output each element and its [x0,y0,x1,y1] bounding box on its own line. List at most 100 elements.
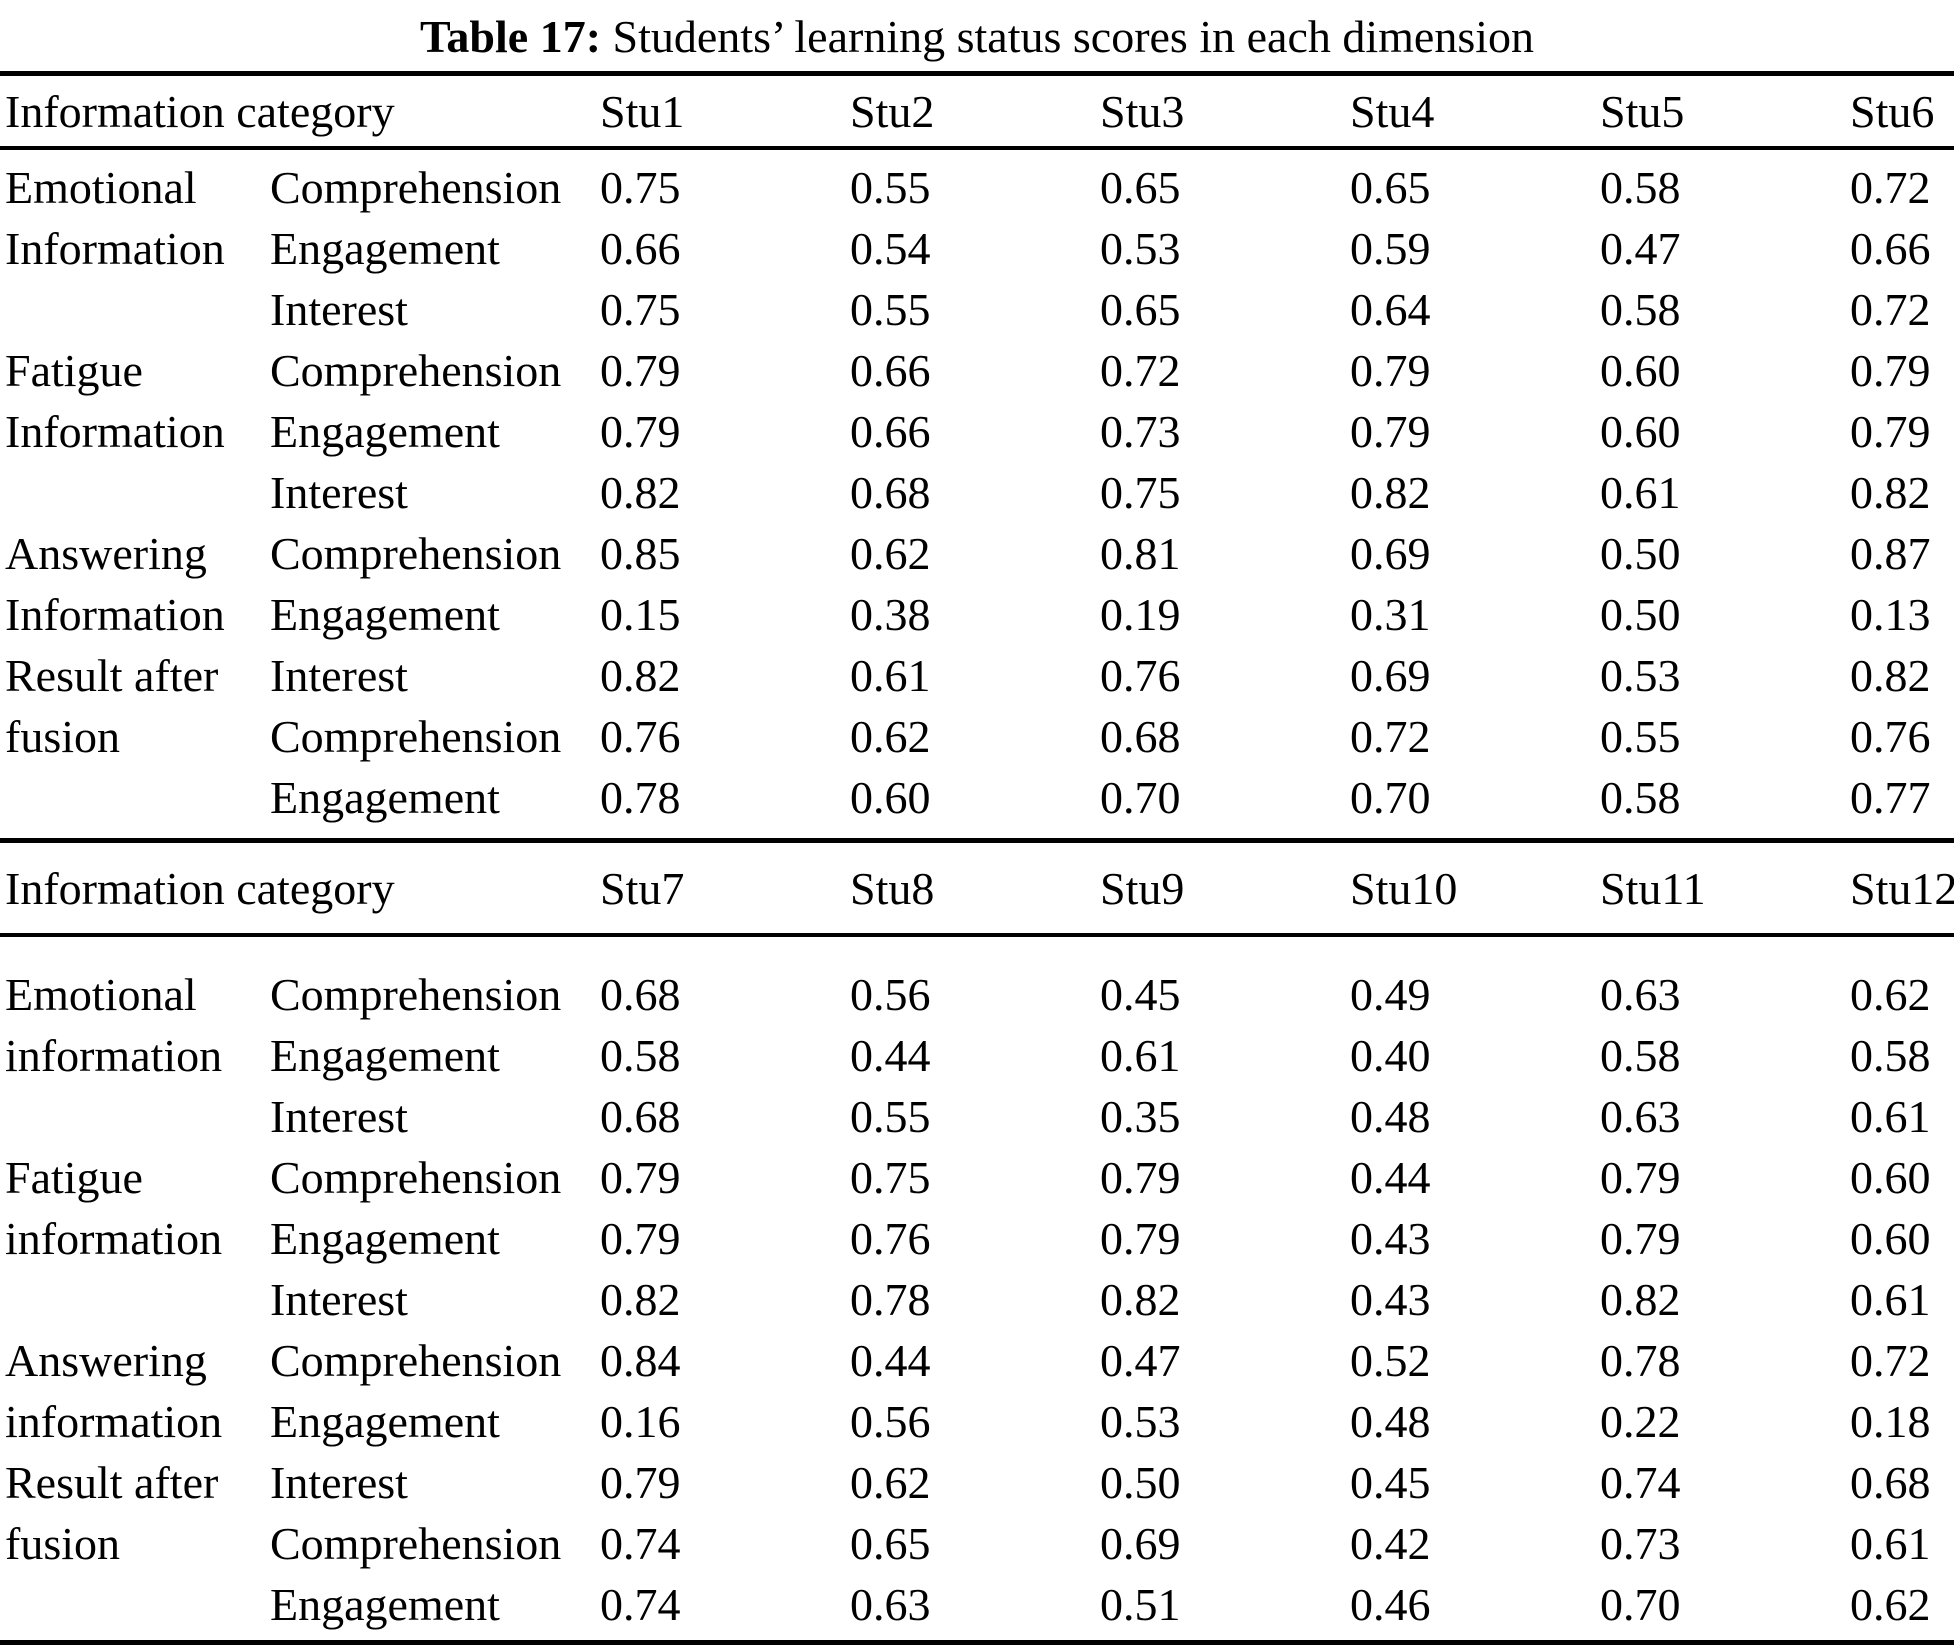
score-cell: 0.78 [850,1274,931,1325]
row-metric-label: Comprehension [270,528,562,579]
row-metric-label: Engagement [270,1579,500,1630]
score-cell: 0.87 [1850,528,1931,579]
score-cell: 0.70 [1600,1579,1681,1630]
score-cell: 0.79 [1100,1213,1181,1264]
score-cell: 0.76 [850,1213,931,1264]
row-metric-label: Comprehension [270,1518,562,1569]
score-cell: 0.35 [1100,1091,1181,1142]
score-cell: 0.79 [1850,406,1931,457]
table-row: Interest 0.68 0.55 0.35 0.48 0.63 0.61 [0,1086,1954,1147]
column-header-stu2: Stu2 [850,85,935,137]
row-group-label: information [5,1396,223,1447]
score-cell: 0.75 [600,284,681,335]
score-cell: 0.19 [1100,589,1181,640]
score-cell: 0.85 [600,528,681,579]
score-cell: 0.79 [1350,345,1431,396]
score-cell: 0.58 [1600,162,1681,213]
table-row: Emotional Comprehension 0.68 0.56 0.45 0.49 0.… [0,964,1954,1025]
table-row: information Engagement 0.79 0.76 0.79 0.43 0.7… [0,1208,1954,1269]
column-header-stu8: Stu8 [850,862,935,914]
row-group-label: Emotional [5,162,197,213]
score-cell: 0.54 [850,223,931,274]
row-group-label: Information [5,406,225,457]
score-cell: 0.16 [600,1396,681,1447]
score-cell: 0.55 [1600,711,1681,762]
table-body: Information category Stu1 Stu2 Stu3 Stu4 Stu5… [0,76,1954,1645]
score-cell: 0.82 [1600,1274,1681,1325]
score-cell: 0.31 [1350,589,1431,640]
score-cell: 0.60 [1600,345,1681,396]
score-cell: 0.60 [850,772,931,823]
column-header-category: Information category [5,862,395,914]
score-cell: 0.79 [600,1457,681,1508]
score-cell: 0.74 [600,1579,681,1630]
score-cell: 0.60 [1850,1152,1931,1203]
score-cell: 0.13 [1850,589,1931,640]
table-row: Information Engagement 0.66 0.54 0.53 0.59 0.4… [0,218,1954,279]
score-cell: 0.79 [1100,1152,1181,1203]
row-metric-label: Interest [270,1274,408,1325]
score-cell: 0.65 [1350,162,1431,213]
score-cell: 0.62 [1850,1579,1931,1630]
score-cell: 0.76 [600,711,681,762]
score-cell: 0.66 [850,406,931,457]
score-cell: 0.76 [1100,650,1181,701]
row-metric-label: Engagement [270,1030,500,1081]
score-cell: 0.56 [850,969,931,1020]
score-cell: 0.55 [850,1091,931,1142]
score-cell: 0.52 [1350,1335,1431,1386]
score-cell: 0.65 [850,1518,931,1569]
score-cell: 0.68 [600,969,681,1020]
score-cell: 0.45 [1100,969,1181,1020]
column-header-stu7: Stu7 [600,862,685,914]
score-cell: 0.22 [1600,1396,1681,1447]
table-row: information Engagement 0.16 0.56 0.53 0.48 0.2… [0,1391,1954,1452]
score-cell: 0.58 [600,1030,681,1081]
score-cell: 0.69 [1350,528,1431,579]
score-cell: 0.79 [600,406,681,457]
score-cell: 0.69 [1350,650,1431,701]
score-cell: 0.68 [1100,711,1181,762]
table-caption-text: Students’ learning status scores in each… [601,11,1535,62]
row-group-label: Information [5,589,225,640]
row-metric-label: Engagement [270,589,500,640]
row-metric-label: Engagement [270,223,500,274]
score-cell: 0.63 [850,1579,931,1630]
score-cell: 0.72 [1350,711,1431,762]
score-cell: 0.66 [850,345,931,396]
row-metric-label: Engagement [270,1213,500,1264]
score-cell: 0.82 [1850,650,1931,701]
row-group-label: Answering [5,528,207,579]
table-row: Information Engagement 0.79 0.66 0.73 0.79 0.6… [0,401,1954,462]
row-group-label: fusion [5,711,120,762]
score-cell: 0.56 [850,1396,931,1447]
table-row: Answering Comprehension 0.84 0.44 0.47 0.52 0.… [0,1330,1954,1391]
row-group-label: fusion [5,1518,120,1569]
score-cell: 0.77 [1850,772,1931,823]
row-metric-label: Comprehension [270,1335,562,1386]
row-metric-label: Interest [270,1091,408,1142]
bottom-rule [0,1640,1954,1645]
row-group-label: information [5,1030,223,1081]
score-cell: 0.75 [1100,467,1181,518]
score-cell: 0.58 [1600,1030,1681,1081]
score-cell: 0.43 [1350,1274,1431,1325]
score-cell: 0.50 [1100,1457,1181,1508]
score-cell: 0.48 [1350,1091,1431,1142]
score-cell: 0.60 [1600,406,1681,457]
table-row: Result after Interest 0.82 0.61 0.76 0.69 0.53… [0,645,1954,706]
table-row: Interest 0.75 0.55 0.65 0.64 0.58 0.72 [0,279,1954,340]
table-row: Emotional Comprehension 0.75 0.55 0.65 0.65 0.… [0,157,1954,218]
column-header-row: Information category Stu7 Stu8 Stu9 Stu10 Stu… [0,843,1954,933]
row-metric-label: Interest [270,1457,408,1508]
table-row: Answering Comprehension 0.85 0.62 0.81 0.69 0.… [0,523,1954,584]
score-cell: 0.75 [850,1152,931,1203]
score-cell: 0.84 [600,1335,681,1386]
score-cell: 0.61 [1850,1091,1931,1142]
row-group-label: Emotional [5,969,197,1020]
table-row: information Engagement 0.58 0.44 0.61 0.40 0.5… [0,1025,1954,1086]
score-cell: 0.40 [1350,1030,1431,1081]
row-group-label: Result after [5,650,219,701]
score-cell: 0.18 [1850,1396,1931,1447]
